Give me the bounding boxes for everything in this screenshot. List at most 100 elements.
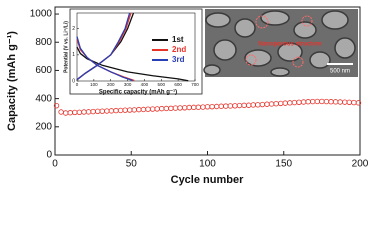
data-point	[99, 108, 105, 114]
data-point	[282, 100, 288, 106]
data-point	[241, 102, 247, 109]
data-point	[172, 105, 179, 111]
data-point	[149, 106, 156, 112]
data-point	[314, 98, 320, 105]
y-tick-label: 400	[35, 93, 52, 104]
data-point	[53, 102, 60, 109]
y-tick-label: 600	[35, 65, 52, 76]
sem-image: Nanoporous structure 500 nm	[203, 9, 358, 77]
data-point	[81, 109, 87, 115]
data-point	[140, 106, 147, 113]
y-tick-label: 0	[46, 150, 52, 161]
y-axis-label: Capacity (mAh g⁻¹)	[6, 31, 18, 131]
data-point	[154, 106, 160, 112]
inset-x-tick-label: 500	[158, 82, 166, 87]
data-point	[268, 101, 275, 107]
x-tick-label: 0	[52, 159, 58, 170]
inset-y-label: Potential (V vs. Li⁺/Li)	[63, 21, 69, 73]
data-point	[287, 100, 293, 106]
data-point	[168, 105, 174, 112]
data-point	[218, 103, 224, 109]
data-point	[337, 99, 343, 105]
data-point	[191, 104, 197, 111]
data-point	[232, 103, 238, 109]
data-point	[90, 108, 96, 115]
data-point	[131, 107, 137, 113]
data-point	[255, 102, 261, 108]
legend-label: 2nd	[172, 45, 186, 54]
data-point	[264, 101, 270, 107]
inset-x-tick-label: 0	[76, 82, 79, 87]
data-point	[351, 99, 357, 106]
figure: Cycle number Capacity (mAh g⁻¹) 02004006…	[6, 6, 369, 186]
data-point	[259, 101, 266, 108]
inset-y-tick-label: 2	[72, 26, 75, 32]
x-tick-label: 150	[275, 159, 292, 170]
data-point	[67, 110, 73, 116]
data-point	[227, 103, 234, 109]
data-point	[195, 104, 202, 110]
data-point	[85, 109, 92, 115]
data-point	[328, 99, 334, 105]
data-point	[76, 109, 83, 115]
data-point	[310, 98, 316, 105]
data-point	[209, 103, 215, 110]
data-point	[273, 100, 279, 107]
data-point	[278, 100, 284, 107]
data-point	[145, 106, 151, 112]
y-tick-label: 200	[35, 121, 52, 132]
sem-annotation: Nanoporous structure	[258, 42, 322, 48]
data-point	[181, 105, 188, 111]
data-point	[342, 99, 348, 105]
x-tick-label: 50	[126, 159, 138, 170]
x-axis-label: Cycle number	[171, 174, 244, 186]
data-point	[323, 98, 330, 105]
data-point	[113, 107, 119, 114]
inset-x-tick-label: 700	[191, 82, 199, 87]
y-tick-label: 800	[35, 37, 52, 48]
data-point	[200, 104, 206, 110]
data-point	[346, 99, 353, 105]
data-point	[305, 99, 311, 105]
scale-bar-label: 500 nm	[330, 69, 350, 75]
data-point	[122, 107, 128, 113]
inset-x-tick-label: 300	[124, 82, 132, 87]
data-point	[117, 107, 124, 114]
x-tick-label: 200	[352, 159, 369, 170]
legend-label: 3rd	[172, 55, 185, 64]
data-line	[76, 12, 133, 82]
legend-label: 1st	[172, 35, 184, 44]
inset-x-tick-label: 600	[174, 82, 182, 87]
inset-y-tick-label: 1	[72, 52, 75, 58]
data-point	[213, 103, 220, 110]
y-tick-label: 1000	[30, 9, 53, 20]
data-point	[177, 105, 183, 111]
data-point	[250, 102, 256, 108]
inset-x-tick-label: 400	[141, 82, 149, 87]
data-point	[108, 108, 115, 114]
data-point	[236, 102, 243, 109]
data-point	[186, 104, 192, 111]
data-point	[159, 105, 165, 112]
data-point	[300, 99, 307, 105]
data-point	[163, 105, 170, 112]
inset: Specific capacity (mAh g⁻¹) Potential (V…	[63, 8, 203, 96]
data-point	[58, 109, 64, 115]
data-point	[296, 99, 302, 105]
inset-x-tick-label: 100	[90, 82, 98, 87]
data-point	[136, 106, 142, 113]
data-point	[72, 109, 78, 116]
inset-x-label: Specific capacity (mAh g⁻¹)	[99, 89, 177, 96]
data-point	[204, 104, 211, 110]
data-point	[332, 99, 339, 105]
data-point	[62, 110, 69, 116]
data-point	[319, 98, 325, 105]
data-point	[94, 108, 101, 115]
data-point	[223, 103, 229, 109]
data-point	[127, 107, 133, 113]
inset-x-tick-label: 200	[107, 82, 115, 87]
inset-y-tick-label: 0	[72, 78, 75, 84]
data-point	[355, 100, 362, 106]
data-point	[104, 108, 110, 114]
